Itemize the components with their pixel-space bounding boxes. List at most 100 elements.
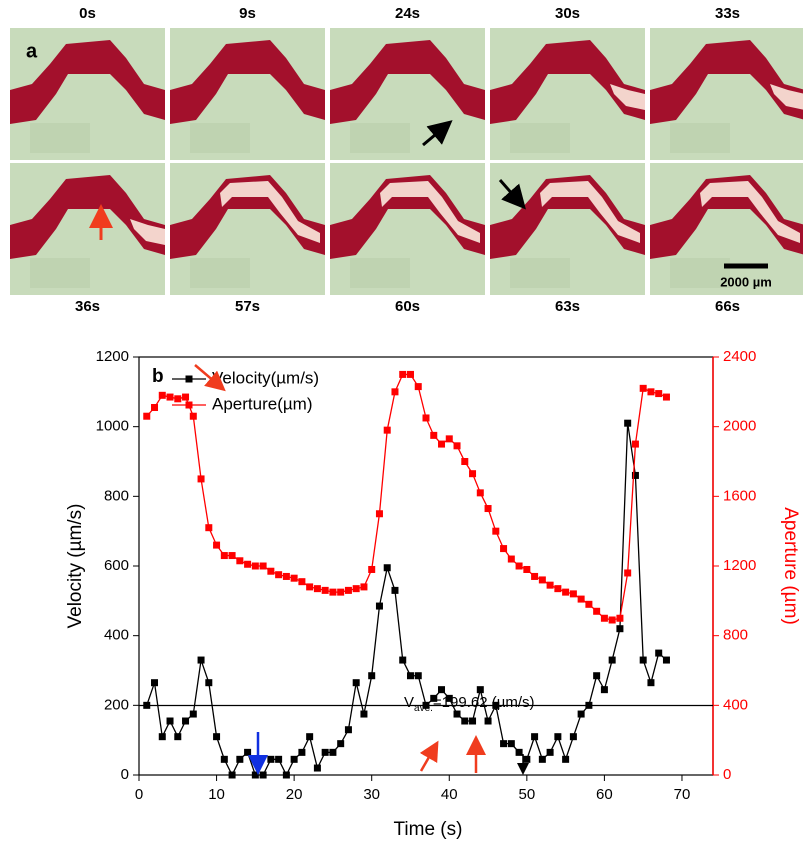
y2-tick-label: 1600 [723, 487, 756, 504]
data-point [337, 588, 345, 596]
arrow [422, 120, 453, 147]
y2-tick-label: 2000 [723, 418, 756, 435]
legend-marker [185, 401, 193, 409]
data-point [492, 527, 500, 535]
data-point [360, 583, 368, 591]
y-tick-label: 1000 [96, 418, 129, 435]
frame-label: 66s [715, 298, 740, 315]
annotation-sub: ave. [414, 703, 433, 714]
data-point [662, 656, 670, 664]
data-point [236, 557, 244, 565]
data-point [453, 710, 461, 718]
data-point [275, 755, 283, 763]
annotation-rest: =199.62 (µm/s) [433, 694, 535, 711]
y2-tick-label: 2400 [723, 348, 756, 365]
data-point [461, 458, 469, 465]
arrow [498, 179, 526, 210]
data-point [445, 694, 453, 702]
data-point [662, 393, 670, 401]
data-point [538, 755, 546, 763]
data-point [399, 370, 407, 378]
image-tile: 0s [10, 5, 165, 160]
data-point [647, 679, 655, 687]
data-point [616, 614, 624, 622]
data-point [158, 733, 166, 741]
x-axis-title: Time (s) [394, 819, 463, 840]
y-tick-label: 800 [104, 487, 129, 504]
y-tick-label: 0 [121, 766, 129, 783]
data-point [445, 435, 453, 443]
x-tick-label: 60 [596, 786, 613, 803]
data-point [166, 717, 174, 725]
data-point [174, 733, 182, 741]
y-axis-title: Velocity (µm/s) [65, 504, 86, 629]
data-point [608, 656, 616, 664]
image-tile: 63s [490, 163, 645, 315]
droplet-channel [490, 40, 645, 124]
data-point [313, 764, 321, 772]
data-point [298, 578, 306, 586]
data-point [267, 755, 275, 763]
y2-tick-label: 400 [723, 696, 748, 713]
frame-label: 0s [79, 5, 96, 22]
data-point [585, 701, 593, 709]
tile-texture [190, 123, 250, 153]
arrow [194, 364, 226, 392]
data-point [182, 717, 190, 725]
x-tick-label: 10 [208, 786, 225, 803]
image-tile: 24s [330, 5, 485, 160]
data-point [259, 771, 267, 779]
panel-label: a [26, 40, 38, 62]
data-point [375, 510, 383, 518]
data-point [554, 585, 562, 593]
data-point [383, 426, 391, 434]
tile-texture [670, 123, 730, 153]
arrow [419, 740, 439, 772]
data-point [647, 388, 655, 396]
data-point [600, 686, 608, 694]
data-point [406, 370, 414, 378]
data-point [608, 616, 616, 624]
data-point [523, 755, 531, 763]
data-point [469, 470, 477, 478]
droplet-channel [170, 40, 325, 124]
data-point [600, 614, 608, 622]
data-point [430, 694, 438, 702]
x-tick-label: 20 [286, 786, 303, 803]
data-point [383, 564, 391, 572]
data-point [484, 505, 492, 513]
data-point [639, 656, 647, 664]
tile-texture [190, 258, 250, 288]
y2-tick-label: 1200 [723, 557, 756, 574]
data-point [205, 524, 213, 532]
data-point [399, 656, 407, 664]
data-point [189, 710, 197, 718]
tile-texture [510, 258, 570, 288]
x-tick-label: 30 [363, 786, 380, 803]
droplet-channel [330, 40, 485, 124]
droplet-channel [170, 175, 325, 259]
frame-label: 33s [715, 5, 740, 22]
y-tick-label: 200 [104, 696, 129, 713]
data-point [515, 748, 523, 756]
annotation: Vave.=199.62 (µm/s) [404, 694, 535, 714]
image-tile: 33s [650, 5, 803, 160]
data-point [507, 555, 515, 563]
data-point [337, 740, 345, 748]
data-point [546, 581, 554, 589]
data-point [531, 572, 539, 580]
data-point [197, 475, 205, 483]
data-point [143, 412, 151, 420]
data-point [360, 710, 368, 718]
data-point [631, 471, 639, 479]
data-point [391, 388, 399, 396]
data-point [391, 586, 399, 594]
data-point [306, 733, 314, 741]
droplet-channel [10, 40, 165, 124]
y-tick-label: 1200 [96, 348, 129, 365]
image-panel: 0s 9s 24s 30s 33s 36s 57s 60s 63s 66s [10, 5, 803, 315]
air-finger [130, 219, 165, 245]
data-point [538, 576, 546, 584]
data-point [344, 726, 352, 734]
data-point [531, 733, 539, 741]
